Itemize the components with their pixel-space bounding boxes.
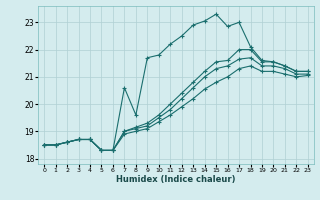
X-axis label: Humidex (Indice chaleur): Humidex (Indice chaleur): [116, 175, 236, 184]
